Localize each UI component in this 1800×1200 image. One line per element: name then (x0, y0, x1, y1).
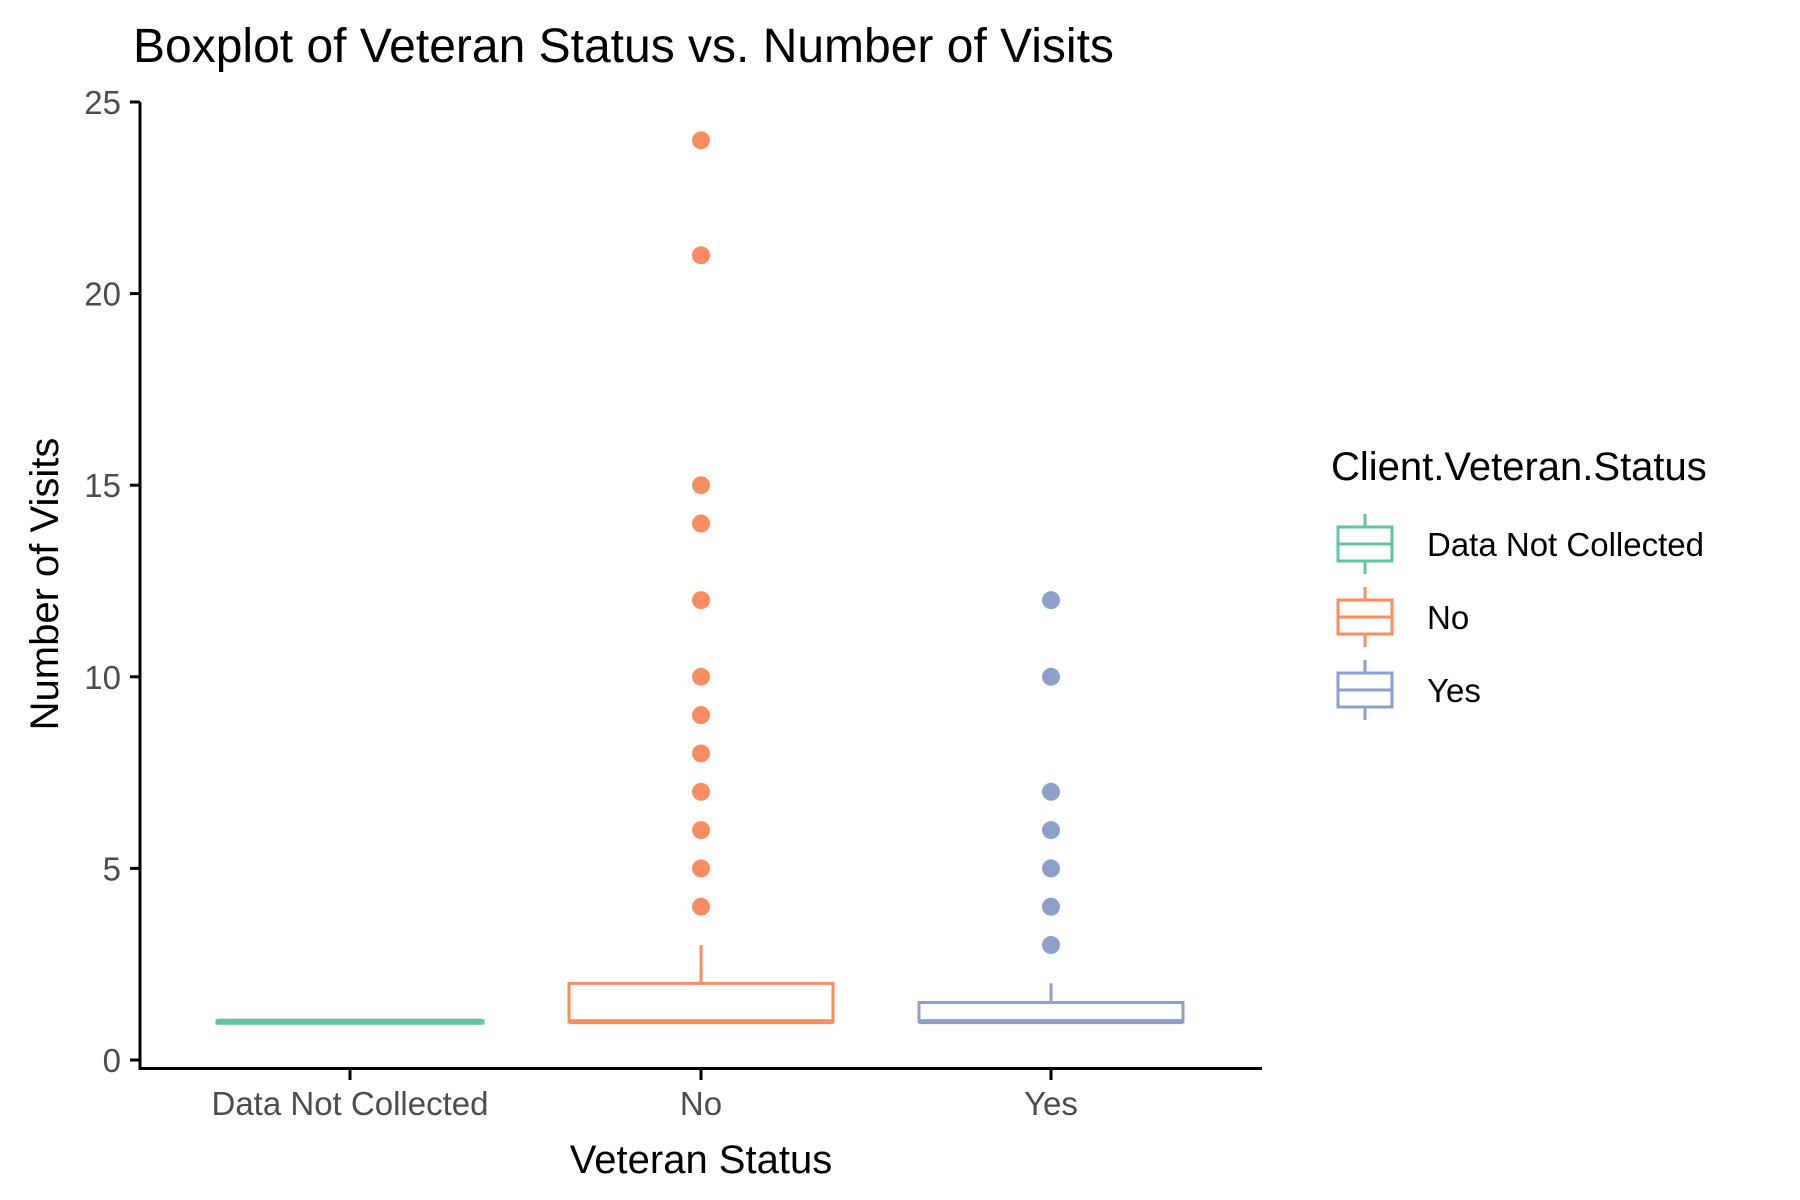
box-group (917, 591, 1185, 1025)
legend: Client.Veteran.Status Data Not Collected… (1331, 445, 1707, 720)
legend-item: No (1336, 587, 1469, 647)
y-axis-ticks: 0 5 10 15 20 25 (84, 84, 140, 1079)
outlier-point (692, 821, 710, 840)
y-tick-label: 15 (84, 467, 121, 504)
outlier-point (692, 476, 710, 495)
outlier-point (692, 897, 710, 916)
outlier-point (692, 667, 710, 686)
legend-title: Client.Veteran.Status (1331, 445, 1707, 489)
x-axis-ticks: Data Not Collected No Yes (212, 1070, 1078, 1122)
outlier-point (692, 591, 710, 610)
outlier-point (1042, 667, 1060, 686)
legend-key-icon (1336, 514, 1394, 574)
outlier-point (1042, 936, 1060, 955)
outlier-point (692, 246, 710, 265)
legend-key-icon (1336, 587, 1394, 647)
outlier-point (692, 859, 710, 878)
x-axis-title: Veteran Status (570, 1138, 832, 1182)
plot-area (215, 131, 1185, 1025)
outlier-point (1042, 859, 1060, 878)
outlier-point (1042, 782, 1060, 801)
box-iqr (567, 981, 835, 1024)
legend-item: Data Not Collected (1336, 514, 1704, 574)
legend-label: Yes (1427, 672, 1481, 709)
legend-key-icon (1336, 660, 1394, 720)
x-tick-label: No (680, 1085, 722, 1122)
legend-item: Yes (1336, 660, 1481, 720)
outlier-point (692, 744, 710, 763)
outlier-point (1042, 591, 1060, 610)
y-tick-label: 0 (103, 1042, 121, 1079)
x-tick-label: Data Not Collected (212, 1085, 489, 1122)
y-tick-label: 10 (84, 659, 121, 696)
y-tick-label: 25 (84, 84, 121, 121)
outlier-point (692, 782, 710, 801)
x-tick-label: Yes (1024, 1085, 1078, 1122)
outlier-point (1042, 821, 1060, 840)
box-iqr (917, 1001, 1185, 1024)
box-group (215, 1018, 485, 1025)
legend-label: No (1427, 599, 1469, 636)
legend-label: Data Not Collected (1427, 526, 1704, 563)
box-group (567, 131, 835, 1025)
chart-title: Boxplot of Veteran Status vs. Number of … (133, 20, 1114, 73)
y-axis-title: Number of Visits (23, 438, 67, 731)
outlier-point (692, 514, 710, 533)
outlier-point (692, 706, 710, 725)
y-tick-label: 20 (84, 276, 121, 313)
outlier-point (1042, 897, 1060, 916)
y-tick-label: 5 (103, 850, 121, 887)
outlier-point (692, 131, 710, 150)
legend-items: Data Not Collected No Yes (1336, 514, 1704, 720)
